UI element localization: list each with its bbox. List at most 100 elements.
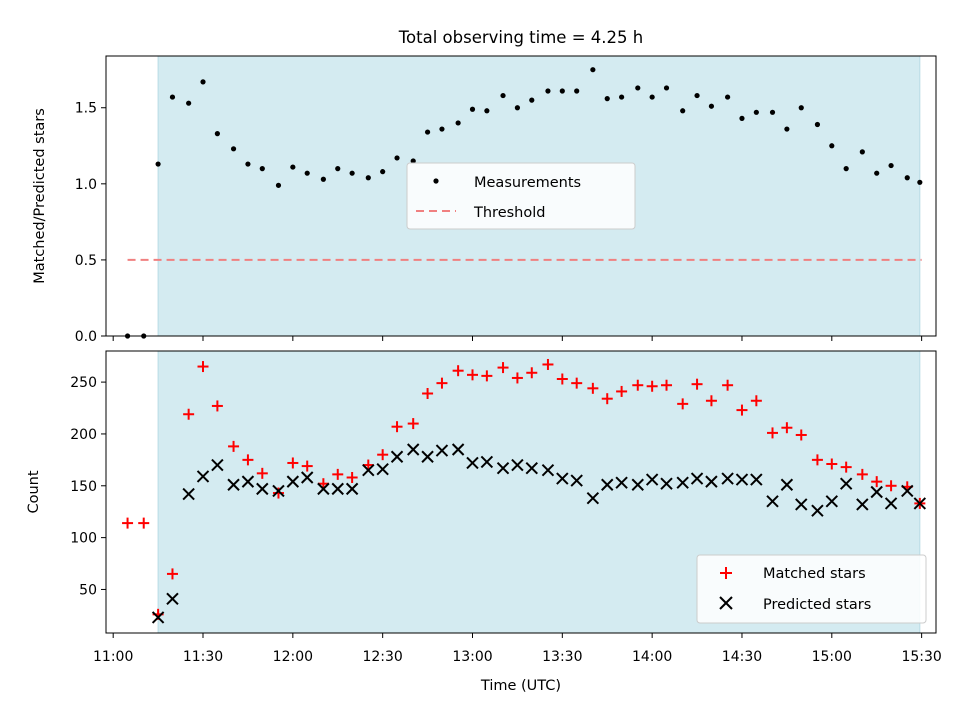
matched-star-point xyxy=(840,461,852,473)
top-y-tick-label: 1.0 xyxy=(75,177,97,193)
predicted-star-point xyxy=(376,462,389,476)
x-tick-label: 12:00 xyxy=(273,649,313,665)
matched-star-point xyxy=(183,408,195,420)
x-tick-label: 14:30 xyxy=(722,649,762,665)
matched-star-point xyxy=(616,385,628,397)
matched-star-point xyxy=(481,370,493,382)
predicted-star-point xyxy=(660,477,673,490)
measurement-point xyxy=(455,120,461,126)
x-tick-label: 14:00 xyxy=(632,649,672,665)
matched-star-point xyxy=(767,427,779,439)
predicted-star-point xyxy=(331,482,344,496)
measurement-point xyxy=(424,129,431,135)
matched-star-point xyxy=(571,377,583,389)
matched-star-point xyxy=(256,467,268,479)
measurement-point xyxy=(320,176,326,182)
matched-star-point xyxy=(705,395,717,407)
measurement-point xyxy=(784,126,790,132)
measurement-point xyxy=(680,108,686,114)
measurement-point xyxy=(874,170,880,176)
predicted-star-point xyxy=(345,482,359,496)
measurement-point xyxy=(725,94,731,100)
matched-star-point xyxy=(122,517,134,529)
measurement-point xyxy=(469,106,476,112)
top-y-tick-label: 1.5 xyxy=(75,101,97,117)
top-y-ticks: 0.0 0.5 1.0 1.5 xyxy=(75,101,106,345)
measurement-point xyxy=(230,146,237,152)
measurement-point xyxy=(917,179,923,185)
measurement-point xyxy=(635,85,641,91)
bottom-y-tick-label: 250 xyxy=(70,375,97,391)
measurement-point xyxy=(888,162,894,169)
predicted-star-point xyxy=(780,478,794,491)
predicted-star-point xyxy=(166,592,179,605)
measurement-point xyxy=(663,85,670,91)
measurement-point xyxy=(843,166,849,172)
bottom-plot-frame xyxy=(105,350,937,634)
matched-star-point xyxy=(511,372,523,384)
measurement-point xyxy=(649,94,655,100)
matched-star-point xyxy=(166,568,178,580)
predicted-star-point xyxy=(256,482,269,496)
matched-star-point xyxy=(272,487,284,499)
measurement-point xyxy=(200,79,206,85)
measurement-point xyxy=(769,109,776,115)
measurement-point xyxy=(365,175,371,181)
matched-star-point xyxy=(871,476,883,488)
predicted-star-point xyxy=(435,444,449,457)
predicted-star-point xyxy=(301,471,314,484)
measurement-point xyxy=(275,182,282,188)
matched-star-point xyxy=(377,449,389,461)
top-legend: Measurements Threshold xyxy=(406,162,636,230)
measurement-point xyxy=(619,94,625,100)
predicted-star-point xyxy=(884,497,898,510)
measurement-point xyxy=(439,126,445,132)
x-tick-label: 11:00 xyxy=(93,649,133,665)
bottom-y-ticks: 50 100 150 200 250 xyxy=(70,375,106,598)
x-axis-label: Time (UTC) xyxy=(480,678,561,694)
measurement-point xyxy=(798,105,804,111)
predicted-star-point xyxy=(362,464,375,477)
matched-star-point xyxy=(407,418,419,430)
predicted-star-point xyxy=(196,470,210,483)
matched-star-point xyxy=(422,388,434,400)
measurement-point xyxy=(410,158,416,164)
top-y-tick-label: 0.0 xyxy=(75,329,97,345)
bottom-x-ticks: 11:00 11:30 12:00 12:30 13:00 13:30 14:00 14:30… xyxy=(93,633,942,665)
measurement-point xyxy=(245,161,251,167)
predicted-star-point xyxy=(541,464,555,477)
top-legend-box xyxy=(406,162,636,230)
matched-star-point xyxy=(197,361,209,373)
predicted-star-point xyxy=(286,475,300,488)
predicted-star-point xyxy=(317,482,330,496)
matched-star-point xyxy=(138,517,150,529)
predicted-star-point xyxy=(601,478,614,491)
top-x-ticks xyxy=(112,336,923,341)
measurement-point xyxy=(484,108,490,114)
matched-star-point xyxy=(556,373,568,385)
matched-star-point xyxy=(452,365,464,377)
top-panel: 0.0 0.5 1.0 1.5 Matched/Predicted stars Mea… xyxy=(32,55,937,345)
matched-star-point xyxy=(301,460,313,472)
x-tick-label: 15:00 xyxy=(812,649,852,665)
bottom-legend-box xyxy=(696,554,927,624)
predicted-star-point xyxy=(151,611,165,624)
predicted-star-point xyxy=(615,476,628,489)
predicted-star-point xyxy=(496,461,510,475)
measurement-point xyxy=(708,103,715,109)
measurement-point xyxy=(545,88,551,94)
matched-star-point xyxy=(362,459,374,471)
matched-star-point xyxy=(346,471,358,483)
predicted-star-point xyxy=(272,484,285,498)
matched-star-point xyxy=(228,440,240,452)
top-y-tick-label: 0.5 xyxy=(75,253,97,269)
predicted-star-point xyxy=(705,475,718,488)
predicted-star-point xyxy=(870,485,883,499)
measurement-point xyxy=(590,67,596,73)
bottom-y-tick-label: 100 xyxy=(70,531,97,547)
measurement-point xyxy=(214,131,220,137)
predicted-star-point xyxy=(913,497,927,510)
measurement-point xyxy=(739,115,745,121)
matched-star-point xyxy=(526,367,538,379)
measurement-point xyxy=(859,149,865,155)
